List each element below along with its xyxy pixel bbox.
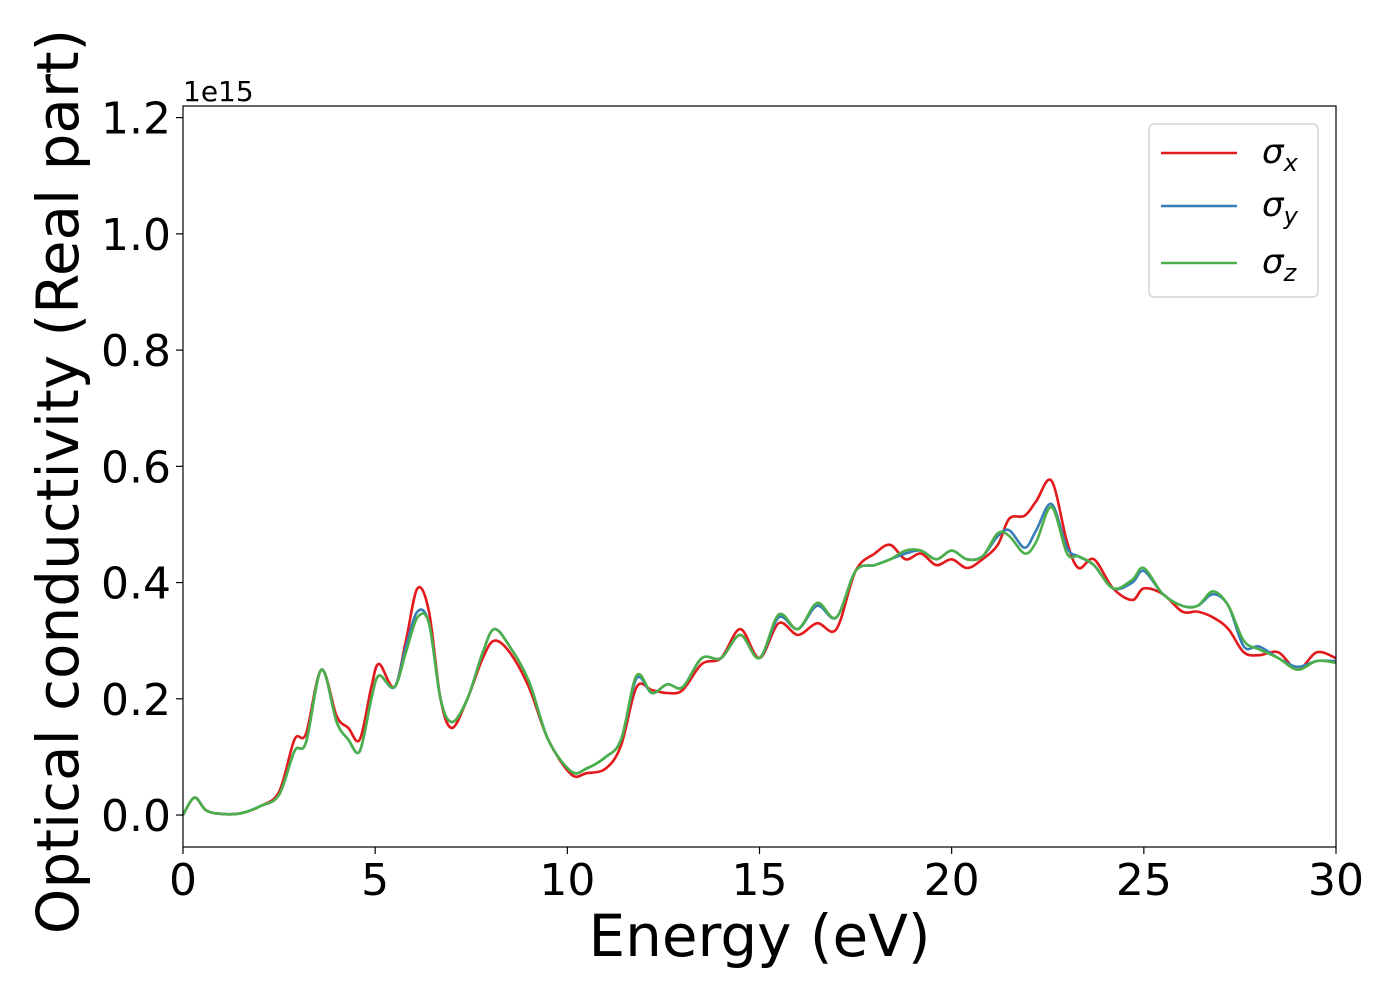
y-tick-label: 0.8 — [101, 326, 171, 377]
y-tick-label: 0.4 — [101, 559, 171, 610]
legend-label-0: σx — [1262, 132, 1299, 177]
series-lines — [181, 478, 1337, 816]
x-axis-ticks: 0 5 10 15 20 25 30 — [169, 847, 1364, 906]
x-tick-label: 25 — [1116, 855, 1172, 906]
legend: σx σy σz — [1148, 123, 1319, 298]
x-tick-label: 30 — [1308, 855, 1364, 906]
y-axis-title: Optical conductivity (Real part) — [24, 29, 92, 934]
y-axis-offset-label: 1e15 — [183, 75, 254, 108]
x-tick-label: 20 — [924, 855, 980, 906]
x-tick-label: 5 — [361, 855, 389, 906]
y-tick-label: 0.2 — [101, 675, 171, 726]
y-tick-label: 0.0 — [101, 791, 171, 842]
x-tick-label: 15 — [732, 855, 788, 906]
y-axis-ticks: 0.0 0.2 0.4 0.6 0.8 1.0 1.2 — [101, 94, 183, 842]
legend-label-2: σz — [1262, 242, 1298, 287]
y-tick-label: 0.6 — [101, 442, 171, 493]
x-axis-title: Energy (eV) — [588, 902, 930, 970]
y-tick-label: 1.2 — [101, 94, 171, 145]
series-line-2 — [181, 505, 1337, 816]
series-line-0 — [181, 478, 1337, 816]
x-tick-label: 10 — [539, 855, 595, 906]
x-tick-label: 0 — [169, 855, 197, 906]
legend-label-1: σy — [1262, 185, 1299, 230]
y-tick-label: 1.0 — [101, 210, 171, 261]
legend-box — [1148, 123, 1319, 298]
